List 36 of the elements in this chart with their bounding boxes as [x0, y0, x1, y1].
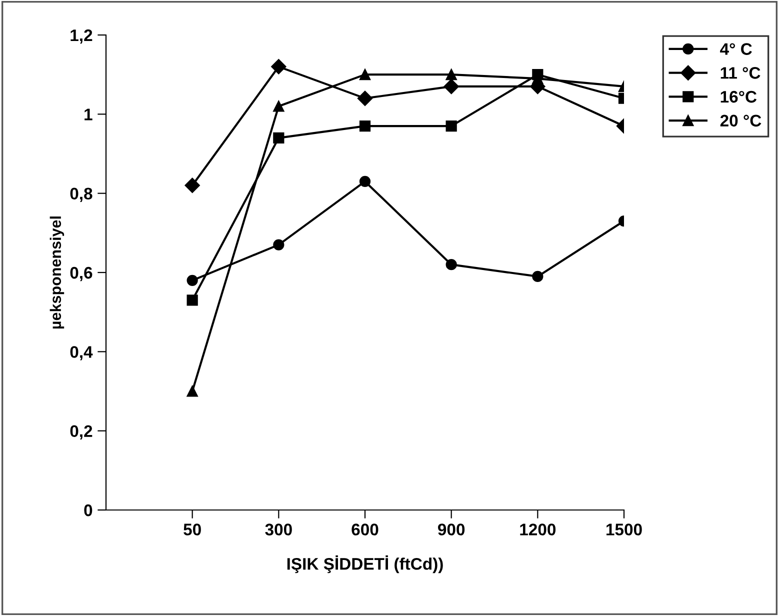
legend-label: 11 °C	[720, 67, 760, 79]
y-tick-label: 1	[84, 108, 92, 120]
point	[273, 100, 284, 112]
y-tick-label: 1,2	[70, 29, 92, 44]
point	[444, 78, 459, 94]
point	[446, 259, 457, 270]
point	[186, 294, 198, 306]
x-tick-label: 50	[184, 524, 201, 536]
point	[359, 69, 371, 80]
y-tick-label: 0,2	[70, 425, 92, 440]
point	[186, 274, 198, 286]
x-tick-label: 900	[438, 524, 465, 536]
point	[359, 176, 371, 188]
x-tick-label: 1200	[520, 524, 556, 536]
y-tick-label: 0,6	[70, 266, 92, 282]
point	[446, 120, 457, 132]
x-tick-label: 1500	[606, 524, 642, 536]
point	[446, 69, 457, 80]
y-axis-title: µeksponensiyel	[50, 216, 64, 329]
point	[186, 386, 198, 397]
legend-label: 4° C	[720, 43, 752, 55]
point	[184, 178, 200, 193]
point	[273, 239, 284, 250]
y-tick-label: 0,8	[70, 188, 92, 202]
x-tick-label: 300	[265, 524, 292, 536]
y-tick-label: 0	[84, 504, 92, 516]
point	[273, 132, 284, 144]
point	[357, 90, 373, 106]
legend-label: 16°C	[720, 90, 757, 103]
point	[532, 270, 544, 282]
legend-label: 20 °C	[720, 114, 762, 127]
y-tick-label: 0,4	[70, 346, 93, 360]
x-axis-title: IŞIK ŞİDDETİ (ftCd))	[287, 555, 443, 574]
point	[271, 59, 286, 74]
point	[359, 120, 371, 132]
x-tick-label: 600	[352, 524, 378, 536]
